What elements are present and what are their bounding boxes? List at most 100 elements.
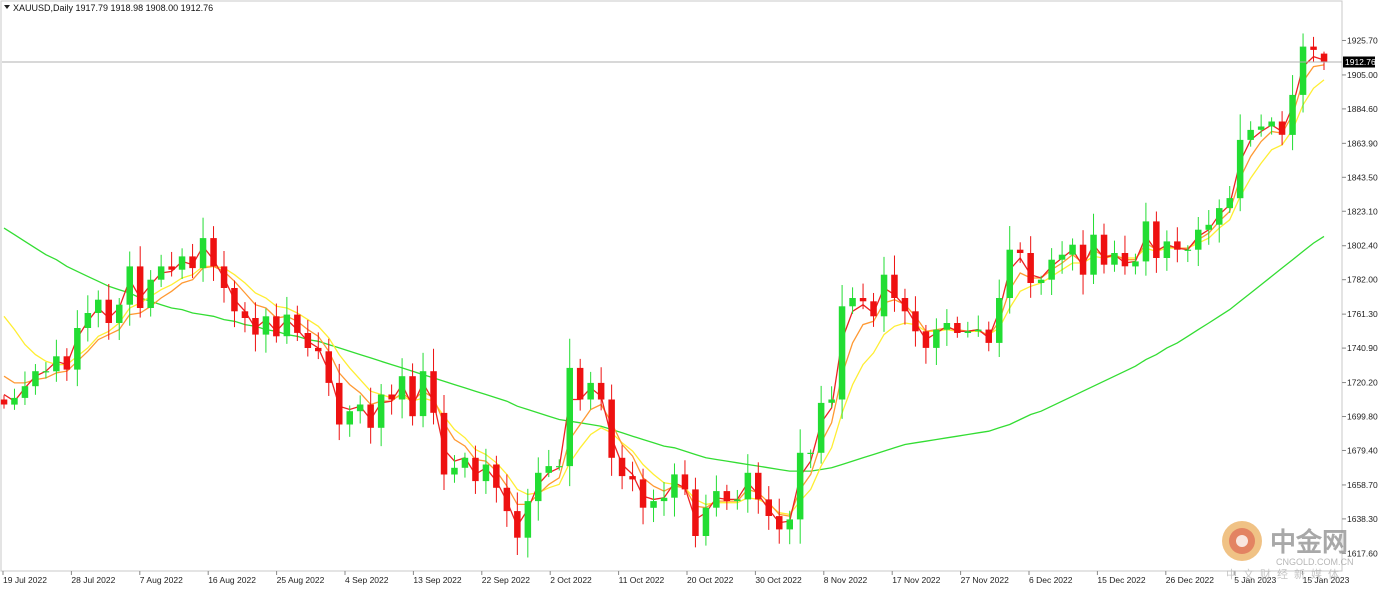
candle-body — [1216, 208, 1223, 225]
candle — [545, 449, 552, 478]
candle-body — [419, 371, 427, 417]
time-tick-label: 28 Jul 2022 — [71, 575, 115, 585]
candle — [367, 387, 374, 444]
triangle-down-icon[interactable] — [4, 5, 10, 9]
candle — [713, 475, 720, 517]
candle — [116, 298, 123, 341]
time-tick-label: 17 Nov 2022 — [892, 575, 940, 585]
candle-body — [356, 404, 364, 412]
candle — [786, 510, 793, 545]
price-tick-label: 1679.40 — [1347, 446, 1378, 456]
price-tick-label: 1925.70 — [1347, 36, 1378, 46]
candle-body — [21, 386, 29, 398]
candle — [503, 474, 511, 527]
candle-body — [901, 298, 909, 312]
candle-body — [849, 298, 856, 307]
candle-body — [524, 501, 532, 538]
candle-body — [1100, 234, 1108, 265]
candle-body — [63, 356, 71, 370]
candle — [294, 305, 301, 342]
candle-body — [220, 266, 228, 288]
price-tick-label: 1823.10 — [1347, 206, 1378, 216]
candle-body — [723, 491, 731, 502]
candle-body — [231, 288, 238, 312]
candle-body — [933, 329, 940, 348]
candle — [535, 457, 542, 521]
candle-body — [178, 256, 186, 270]
candle-body — [755, 472, 762, 500]
candle-body — [765, 499, 772, 516]
watermark: 中金网 CNGOLD.COM.CN 中文财经新媒体 — [1222, 521, 1354, 581]
candle-body — [1027, 253, 1034, 283]
candle-body — [0, 399, 8, 405]
price-tick-label: 1638.30 — [1347, 514, 1378, 524]
candle — [325, 338, 332, 396]
candle — [807, 449, 814, 469]
candle — [587, 371, 594, 410]
candle-body — [566, 367, 573, 467]
price-axis: 1925.70 1905.00 1884.60 1863.90 1843.50 1823.… — [1342, 36, 1378, 558]
candle-body — [891, 274, 898, 298]
candle — [398, 358, 406, 419]
candle-body — [493, 464, 500, 488]
candle-body — [1299, 46, 1307, 95]
candle-body — [1174, 241, 1181, 250]
candle — [755, 462, 762, 514]
candle-body — [1016, 249, 1024, 253]
candle — [84, 295, 92, 342]
candle-body — [377, 394, 385, 428]
candle — [1257, 114, 1265, 137]
candle-body — [912, 311, 919, 332]
candle-body — [1268, 121, 1275, 127]
candle — [671, 463, 678, 517]
candle — [943, 309, 951, 346]
candle — [859, 283, 867, 310]
candle — [199, 217, 207, 282]
candle-body — [859, 298, 867, 302]
candle-body — [996, 298, 1003, 343]
candle — [734, 489, 741, 510]
candle — [514, 492, 521, 556]
candle-body — [817, 402, 825, 453]
time-tick-label: 6 Dec 2022 — [1029, 575, 1073, 585]
candle-body — [398, 376, 406, 400]
candle — [996, 279, 1003, 358]
candle — [178, 248, 186, 280]
candle — [377, 384, 385, 447]
candle-body — [136, 266, 144, 308]
time-tick-label: 13 Sep 2022 — [413, 575, 461, 585]
candle — [231, 280, 238, 328]
time-tick-label: 15 Jan 2023 — [1303, 575, 1350, 585]
candle-body — [1048, 259, 1055, 280]
candle-body — [409, 376, 416, 417]
candle — [744, 454, 752, 513]
candle-body — [252, 318, 259, 335]
candle-body — [713, 491, 720, 508]
candle-body — [1236, 139, 1244, 199]
time-axis: 19 Jul 2022 28 Jul 2022 7 Aug 2022 16 Aug 2… — [2, 571, 1350, 585]
candle-body — [514, 511, 521, 538]
candle — [126, 251, 133, 326]
candle-body — [1205, 224, 1212, 230]
candle — [702, 494, 710, 546]
candle-body — [503, 487, 511, 512]
candle-body — [472, 457, 479, 482]
candle-body — [1079, 244, 1087, 275]
candle — [430, 348, 437, 425]
candle — [1299, 33, 1307, 113]
candle-body — [1195, 229, 1202, 250]
candle — [451, 455, 458, 483]
candle-body — [1058, 254, 1066, 260]
watermark-name: 中金网 — [1270, 527, 1348, 558]
time-tick-label: 2 Oct 2022 — [550, 575, 592, 585]
candle-body — [241, 311, 249, 318]
candle-body — [116, 304, 123, 323]
candle — [618, 445, 626, 490]
price-tick-label: 1658.70 — [1347, 480, 1378, 490]
price-tick-label: 1761.30 — [1347, 309, 1378, 319]
time-tick-label: 5 Jan 2023 — [1234, 575, 1276, 585]
candle — [964, 321, 972, 338]
candle-body — [74, 328, 81, 370]
price-tick-label: 1782.00 — [1347, 275, 1378, 285]
